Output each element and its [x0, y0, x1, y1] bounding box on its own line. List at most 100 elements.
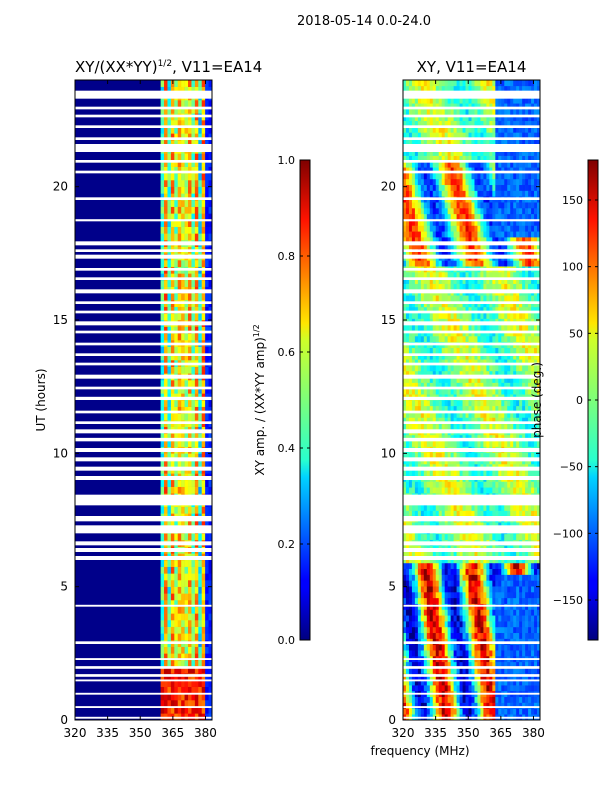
phase-cell: [477, 650, 481, 657]
phase-cell: [438, 609, 443, 616]
phase-cell: [447, 365, 451, 372]
phase-cell: [411, 597, 416, 604]
amp-cell: [184, 680, 189, 687]
amp-cell: [198, 206, 203, 214]
phase-cell: [403, 132, 407, 139]
phase-cell: [456, 696, 460, 703]
phase-cell: [438, 109, 443, 116]
phase-cell: [477, 411, 481, 418]
phase-cell: [432, 382, 437, 389]
phase-cell: [483, 533, 487, 540]
phase-cell: [403, 452, 407, 459]
phase-cell: [456, 667, 460, 674]
phase-cell: [420, 231, 425, 238]
colorbar-tick-label: 0.6: [278, 346, 296, 359]
phase-cell: [459, 283, 463, 290]
phase-cell: [465, 405, 469, 412]
amp-cell: [208, 160, 212, 167]
phase-cell: [435, 574, 440, 581]
amp-cell: [181, 533, 185, 541]
phase-cell: [492, 312, 496, 319]
phase-cell: [432, 190, 437, 197]
phase-cell: [408, 551, 413, 558]
phase-cell: [411, 562, 416, 570]
phase-cell: [459, 126, 463, 133]
phase-cell: [492, 184, 496, 191]
phase-cell: [462, 208, 466, 215]
phase-cell: [477, 208, 481, 215]
phase-cell: [465, 272, 469, 279]
phase-cell: [447, 562, 451, 570]
phase-cell: [459, 510, 463, 517]
phase-cell: [426, 132, 431, 139]
phase-cell: [432, 85, 437, 92]
amp-cell: [174, 193, 179, 201]
phase-cell: [471, 574, 475, 581]
phase-cell: [465, 708, 469, 715]
phase-cell: [483, 626, 487, 634]
phase-cell: [438, 632, 443, 639]
phase-cell: [492, 237, 496, 244]
left-colorbar-label-main: XY amp. / (XX*YY amp): [253, 337, 267, 475]
phase-cell: [414, 365, 419, 372]
amp-cell: [181, 633, 185, 641]
phase-cell: [405, 440, 410, 447]
phase-cell: [489, 644, 493, 651]
phase-cell: [468, 650, 472, 657]
amp-cell: [184, 573, 189, 581]
phase-cell: [438, 504, 443, 511]
amp-cell: [164, 573, 168, 581]
amp-cell: [205, 186, 209, 194]
phase-cell: [441, 376, 445, 383]
phase-cell: [403, 679, 407, 686]
phase-cell: [438, 702, 443, 709]
phase-cell: [408, 452, 413, 459]
phase-cell: [465, 132, 469, 139]
amp-cell: [174, 306, 179, 314]
phase-cell: [417, 306, 422, 314]
phase-cell: [423, 283, 428, 290]
phase-cell: [483, 237, 487, 244]
phase-cell: [489, 597, 493, 604]
phase-cell: [403, 551, 407, 558]
phase-cell: [477, 592, 481, 599]
phase-cell: [420, 272, 425, 279]
amp-cell: [160, 106, 165, 114]
phase-cell: [459, 417, 463, 424]
phase-cell: [486, 283, 490, 290]
amp-cell: [170, 433, 175, 441]
phase-cell: [420, 423, 425, 430]
phase-cell: [480, 452, 484, 459]
amp-cell: [160, 440, 165, 447]
amp-cell: [194, 606, 199, 614]
amp-cell: [191, 260, 196, 267]
phase-cell: [450, 359, 454, 366]
amp-cell: [191, 153, 196, 161]
phase-cell: [447, 242, 451, 250]
phase-cell: [450, 510, 454, 517]
phase-cell: [447, 277, 451, 284]
amp-cell: [177, 293, 182, 301]
phase-cell: [444, 324, 448, 331]
phase-cell: [471, 632, 475, 639]
amp-cell: [191, 560, 196, 567]
phase-cell: [471, 504, 475, 511]
phase-cell: [477, 481, 481, 488]
phase-cell: [489, 80, 493, 87]
phase-cell: [441, 184, 445, 191]
amp-cell: [177, 533, 182, 541]
phase-cell: [453, 551, 457, 558]
amp-cell: [174, 126, 179, 134]
phase-cell: [468, 301, 472, 308]
phase-cell: [474, 580, 478, 587]
phase-cell: [474, 80, 478, 87]
phase-cell: [471, 97, 475, 104]
phase-cell: [432, 161, 437, 168]
amp-cell: [188, 173, 192, 181]
phase-cell: [486, 231, 490, 238]
phase-cell: [453, 615, 457, 622]
phase-cell: [471, 615, 475, 622]
amp-cell: [208, 106, 212, 114]
phase-cell: [429, 149, 434, 156]
phase-cell: [441, 237, 445, 244]
